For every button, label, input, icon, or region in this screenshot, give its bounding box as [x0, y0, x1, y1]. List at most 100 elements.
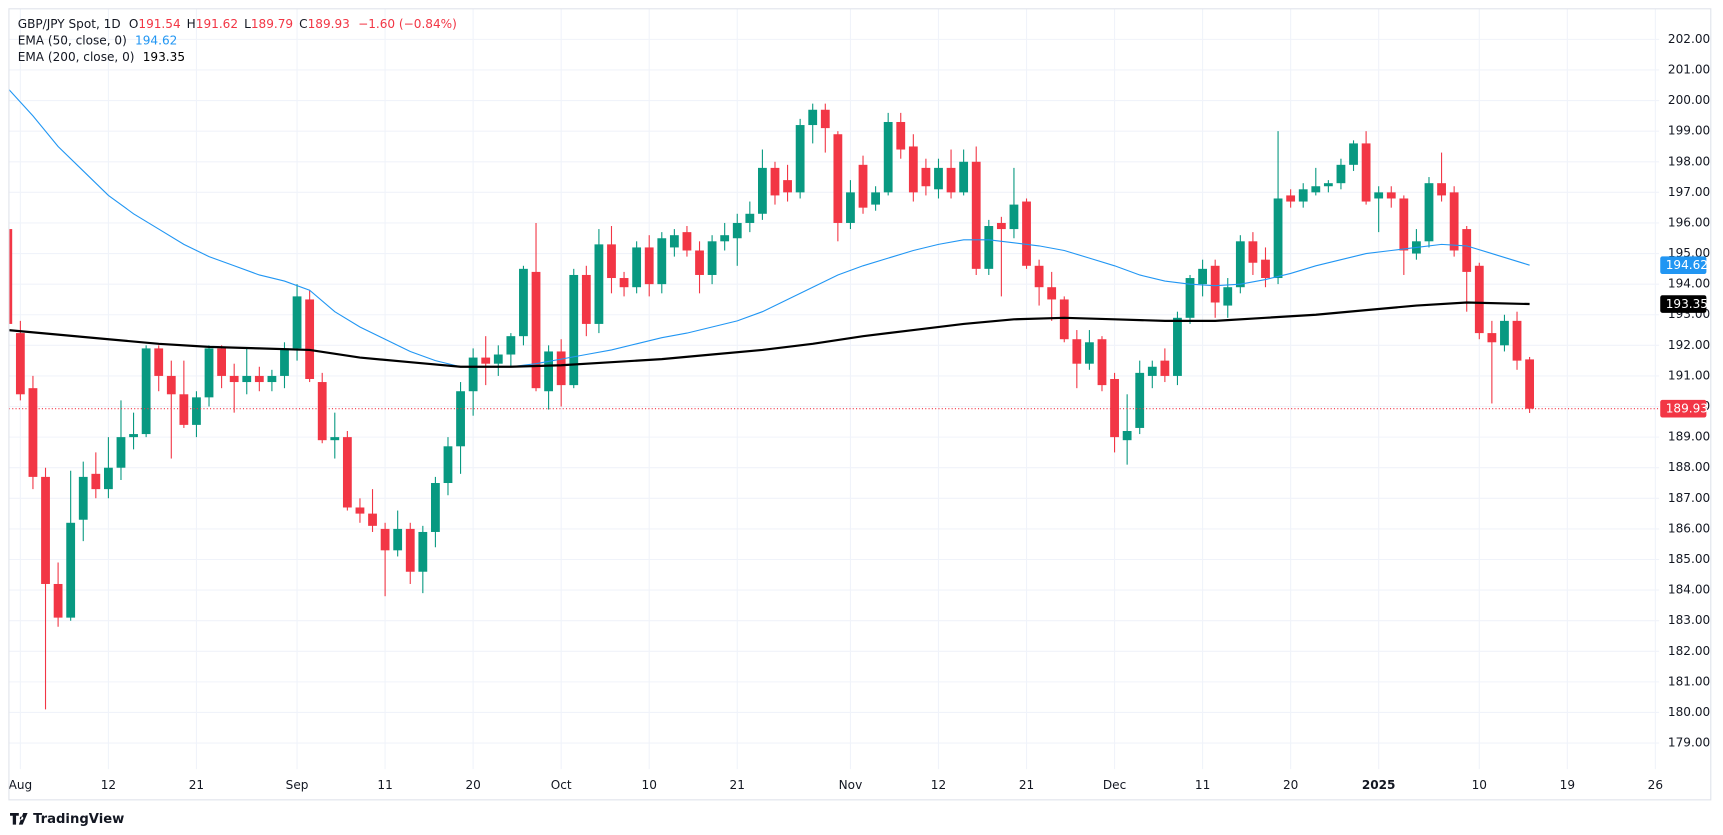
candle-body: [1110, 378, 1119, 438]
candle-body: [1072, 339, 1082, 364]
x-tick-label: Oct: [551, 778, 572, 792]
candle-body: [1273, 198, 1283, 279]
candle-body: [669, 235, 679, 248]
y-tick-label: 186.00: [1668, 521, 1710, 535]
candle-body: [695, 250, 704, 275]
candle-body: [91, 473, 101, 490]
candle-body: [217, 348, 226, 376]
price-box-label: 189.93: [1666, 402, 1708, 416]
brand: TradingView: [33, 812, 124, 827]
y-tick-label: 185.00: [1668, 552, 1710, 566]
x-tick-label: 12: [931, 778, 946, 792]
symbol: GBP/JPY Spot, 1D: [18, 17, 121, 31]
ohlc-value: 189.93: [308, 17, 350, 31]
plot-area: [8, 88, 1660, 710]
candle-body: [896, 121, 906, 150]
candle-body: [556, 351, 566, 386]
candle-body: [1173, 317, 1182, 376]
x-tick-label: 10: [642, 778, 657, 792]
candle-body: [242, 375, 252, 383]
y-tick-label: 196.00: [1668, 215, 1710, 229]
candle-body: [179, 394, 189, 425]
candle-body: [1223, 287, 1233, 306]
candle-body: [707, 241, 717, 275]
candle-body: [468, 357, 478, 392]
ohlc-value: 189.79: [251, 17, 293, 31]
y-tick-label: 180.00: [1668, 705, 1710, 719]
ema-line: [8, 301, 1530, 368]
candle-body: [1097, 339, 1107, 386]
y-tick-label: 192.00: [1668, 338, 1710, 352]
candle-body: [493, 354, 503, 364]
candle-body: [342, 437, 352, 508]
legend-value: 194.62: [135, 33, 177, 47]
candle-body: [1361, 143, 1371, 202]
candle-body: [280, 348, 289, 376]
ohlc-label: O: [129, 17, 139, 31]
candle-body: [166, 375, 176, 395]
logo: [10, 813, 28, 825]
x-tick-label: Sep: [286, 778, 309, 792]
candle-body: [330, 437, 340, 441]
candle-body: [1059, 299, 1069, 340]
x-tick-label: Dec: [1103, 778, 1126, 792]
price-box-label: 193.35: [1666, 297, 1708, 311]
ohlc-label: L: [244, 17, 251, 31]
candle-body: [1336, 164, 1346, 184]
y-tick-label: 183.00: [1668, 613, 1710, 627]
candle-body: [1210, 265, 1220, 303]
candle-body: [544, 351, 554, 392]
ohlc-label: H: [187, 17, 196, 31]
candle-body: [154, 348, 164, 376]
candle-body: [632, 247, 642, 288]
candle-body: [15, 333, 25, 395]
candle-body: [1349, 143, 1358, 165]
legend-label: EMA (50, close, 0): [18, 33, 127, 47]
candle-body: [380, 528, 390, 551]
candle-body: [984, 226, 994, 269]
x-tick-label: 20: [465, 778, 480, 792]
candle-body: [141, 348, 151, 435]
candle-body: [657, 238, 667, 285]
y-tick-label: 202.00: [1668, 32, 1710, 46]
candle-body: [204, 348, 214, 398]
candle-body: [1512, 320, 1522, 361]
candle-body: [368, 513, 377, 526]
candle-body: [1374, 192, 1384, 199]
candle-body: [1198, 268, 1208, 285]
candle-body: [594, 244, 604, 324]
candle-body: [192, 397, 201, 425]
x-tick-label: 11: [1195, 778, 1210, 792]
candle-body: [758, 167, 767, 214]
price-box-label: 194.62: [1666, 258, 1708, 272]
candle-body: [443, 446, 453, 484]
candle-body: [1185, 278, 1195, 318]
candle-body: [770, 167, 780, 196]
legend-ema200: EMA (200, close, 0) 193.35: [18, 50, 185, 64]
candle-body: [1424, 183, 1434, 242]
candle-body: [934, 167, 943, 190]
candle-body: [607, 244, 616, 279]
ohlc-value: 191.62: [196, 17, 238, 31]
candle-body: [1437, 183, 1446, 196]
y-tick-label: 201.00: [1668, 62, 1710, 76]
candle-body: [1034, 265, 1044, 288]
candle-body: [1311, 186, 1321, 193]
candle-body: [1085, 342, 1094, 364]
candle-body: [1298, 189, 1308, 202]
x-tick-label: 2025: [1362, 778, 1396, 792]
candle-body: [1323, 183, 1333, 187]
candle-body: [1525, 359, 1535, 409]
candle-body: [921, 167, 931, 187]
candle-body: [456, 391, 465, 447]
price-box: [1660, 399, 1707, 418]
candle-body: [229, 375, 239, 383]
candle-body: [833, 134, 843, 223]
candle-body: [644, 247, 654, 285]
candle-body: [1248, 241, 1258, 263]
y-tick-label: 187.00: [1668, 491, 1710, 505]
candle-body: [41, 476, 50, 584]
candle-body: [1286, 195, 1296, 202]
y-tick-label: 191.00: [1668, 368, 1710, 382]
